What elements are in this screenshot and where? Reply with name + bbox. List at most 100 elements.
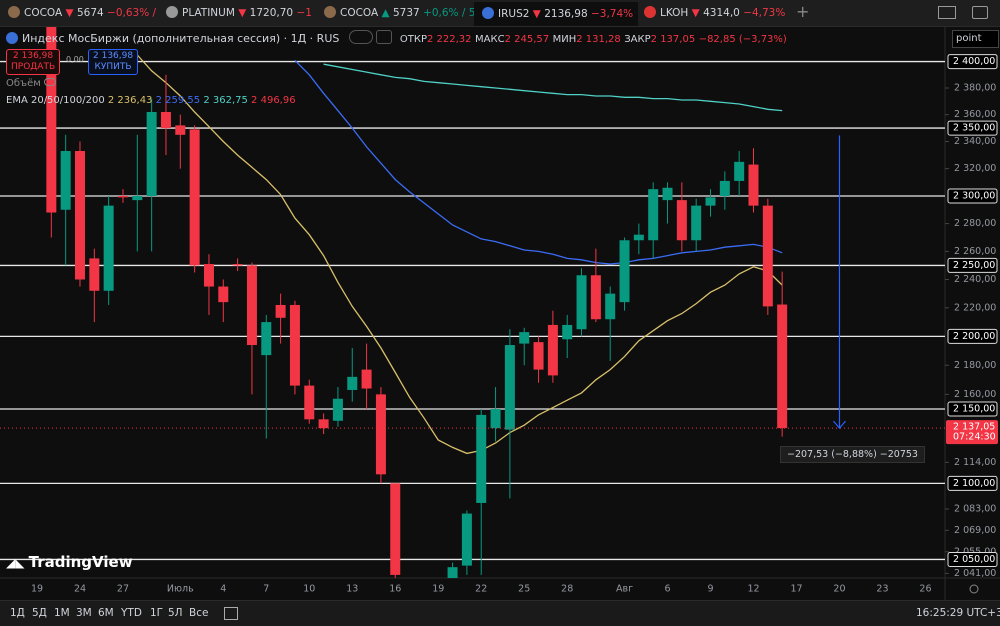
tab-price: 2136,98 [544, 8, 588, 20]
x-tick-label: 13 [346, 584, 358, 595]
level-label: 2 150,00 [953, 404, 995, 415]
level-label-box [947, 54, 998, 70]
candle-body [361, 369, 372, 389]
tab[interactable]: LKOH ▼ 4314,0 −4,73% [636, 3, 794, 23]
ohlc-value: 2 131,28 [576, 34, 621, 45]
candle-body [519, 332, 530, 344]
y-tick-label: 2 041,00 [954, 568, 996, 579]
measure-tooltip: −207,53 (−8,88%) −20753 [780, 446, 925, 463]
range-button[interactable]: 5Д [32, 607, 47, 619]
bottom-toolbar: 1Д 5Д 1М 3М 6М YTD 1Г 5Л Все 16:25:29 UT… [0, 600, 1000, 626]
ohlc-value: 2 137,05 [650, 34, 696, 45]
measure-arrowhead [833, 420, 846, 430]
level-label: 2 100,00 [953, 478, 995, 489]
compare-button[interactable] [376, 30, 393, 44]
tab-change: −0,63% / −3 [107, 7, 158, 19]
sell-button[interactable]: 2 136,98 ПРОДАТЬ [6, 49, 61, 75]
candle-body [605, 293, 616, 320]
clock: 16:25:29 UTC+3 [916, 607, 1000, 619]
x-tick-label: 22 [475, 584, 487, 595]
candle-body [633, 234, 644, 241]
x-tick-label: 25 [518, 584, 530, 595]
tab[interactable]: COCOA ▼ 5674 −0,63% / −3 [0, 3, 158, 23]
last-price-time: 07:24:30 [953, 432, 996, 443]
tab-symbol: IRUS2 [498, 8, 530, 20]
x-tick-label: 12 [747, 584, 759, 595]
y-tick-label: 2 220,00 [954, 302, 996, 313]
candle-body [705, 197, 716, 206]
x-tick-label: 23 [876, 584, 888, 595]
range-button[interactable]: 1Г [150, 607, 164, 619]
candle-body [275, 304, 286, 318]
y-tick-label: 2 055,00 [954, 546, 996, 557]
buy-price: 2 136,98 [93, 51, 134, 61]
y-tick-label: 2 340,00 [954, 136, 996, 147]
toggle[interactable] [348, 30, 373, 44]
range-button[interactable]: 6М [98, 607, 114, 619]
tab-symbol: COCOA [24, 7, 63, 19]
range-button[interactable]: Все [189, 607, 209, 619]
date-range-button[interactable] [224, 607, 238, 620]
tab[interactable]: COCOA ▲ 5737 +0,6% / 5 [316, 3, 474, 23]
new-tab-button[interactable]: + [796, 2, 810, 21]
level-label-box [947, 475, 998, 491]
x-tick-label: 4 [220, 584, 226, 595]
tab-symbol: PLATINUM [182, 7, 235, 19]
ema-label: EMA 20/50/100/200 [6, 95, 105, 106]
y-tick-label: 2 240,00 [954, 274, 996, 285]
level-label-box [947, 328, 998, 344]
level-label-box [947, 257, 998, 273]
x-tick-label: 10 [303, 584, 315, 595]
candle-body [734, 161, 745, 181]
candle-body [189, 129, 200, 266]
candle-body [203, 264, 214, 287]
buy-button[interactable]: 2 136,98 КУПИТЬ [88, 49, 139, 75]
tab-arrow: ▼ [65, 7, 74, 19]
ohlc-label: МИН [552, 34, 577, 45]
candle-body [132, 196, 143, 201]
x-tick-label: 6 [664, 584, 670, 595]
search-input[interactable]: point [952, 30, 999, 48]
candle-body [160, 111, 171, 129]
range-button[interactable]: YTD [121, 607, 142, 619]
level-label: 2 050,00 [953, 554, 995, 565]
level-label: 2 300,00 [953, 191, 995, 202]
candle-body [390, 483, 401, 575]
tab-price: 5674 [76, 7, 104, 19]
range-button[interactable]: 1М [54, 607, 70, 619]
last-price-label: 2 137,05 [953, 422, 995, 433]
y-tick-label: 2 380,00 [954, 83, 996, 94]
ema-line [136, 54, 783, 455]
level-label-box [947, 120, 998, 136]
y-tick-label: 2 280,00 [954, 218, 996, 229]
candle-body [619, 240, 630, 303]
tab-symbol: LKOH [660, 7, 689, 19]
range-button[interactable]: 5Л [168, 607, 183, 619]
ema-line [323, 63, 783, 112]
visibility-icon[interactable] [44, 78, 56, 86]
candle-body [461, 513, 472, 566]
candle-body [60, 151, 71, 210]
level-label: 2 400,00 [953, 56, 995, 67]
x-tick-label: 28 [561, 584, 573, 595]
ohlc-label: ЗАКР [624, 34, 651, 45]
candle-body [246, 265, 257, 346]
ema-value: 2 236,43 [107, 95, 153, 106]
tab-bar: COCOA ▼ 5674 −0,63% / −3 PLATINUM ▼ 1720… [0, 0, 1000, 27]
tab[interactable]: PLATINUM ▼ 1720,70 −1 [158, 3, 314, 23]
layout-button[interactable] [938, 6, 956, 19]
range-button[interactable]: 3М [76, 607, 92, 619]
x-tick-label: 16 [389, 584, 401, 595]
ohlc-label: ОТКР [399, 34, 427, 45]
tab-active[interactable]: IRUS2 ▼ 2136,98 −3,74% [474, 2, 638, 26]
x-tick-label: 24 [74, 584, 86, 595]
x-tick-label: 7 [263, 584, 269, 595]
window-button[interactable] [972, 6, 988, 19]
tab-symbol: COCOA [340, 7, 379, 19]
candle-body [89, 258, 100, 291]
tab-change: −4,73% [743, 7, 786, 19]
level-label-box [947, 551, 998, 567]
range-button[interactable]: 1Д [10, 607, 25, 619]
candle-body [490, 409, 501, 429]
x-tick-label: 19 [31, 584, 43, 595]
